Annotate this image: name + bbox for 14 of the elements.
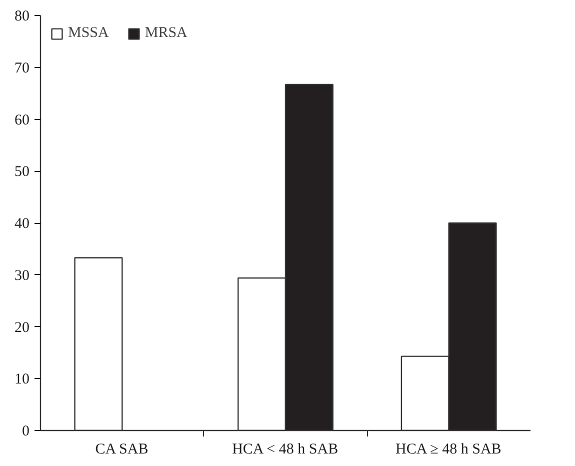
x-tick-label: CA SAB: [95, 442, 148, 458]
y-tick-label: 80: [14, 8, 30, 24]
y-tick-label: 60: [14, 112, 30, 128]
legend-label: MRSA: [144, 25, 188, 42]
y-tick-label: 0: [22, 424, 30, 440]
legend-label: MSSA: [68, 25, 109, 42]
y-tick-label: 20: [14, 320, 30, 336]
y-tick-label: 30: [14, 268, 30, 284]
x-tick-label: HCA < 48 h SAB: [232, 442, 338, 458]
y-tick-label: 50: [14, 164, 30, 180]
y-tick-label: 40: [14, 216, 30, 232]
y-tick-label: 10: [14, 372, 30, 388]
x-tick-label: HCA ≥ 48 h SAB: [396, 442, 502, 458]
y-tick-label: 70: [14, 60, 30, 76]
